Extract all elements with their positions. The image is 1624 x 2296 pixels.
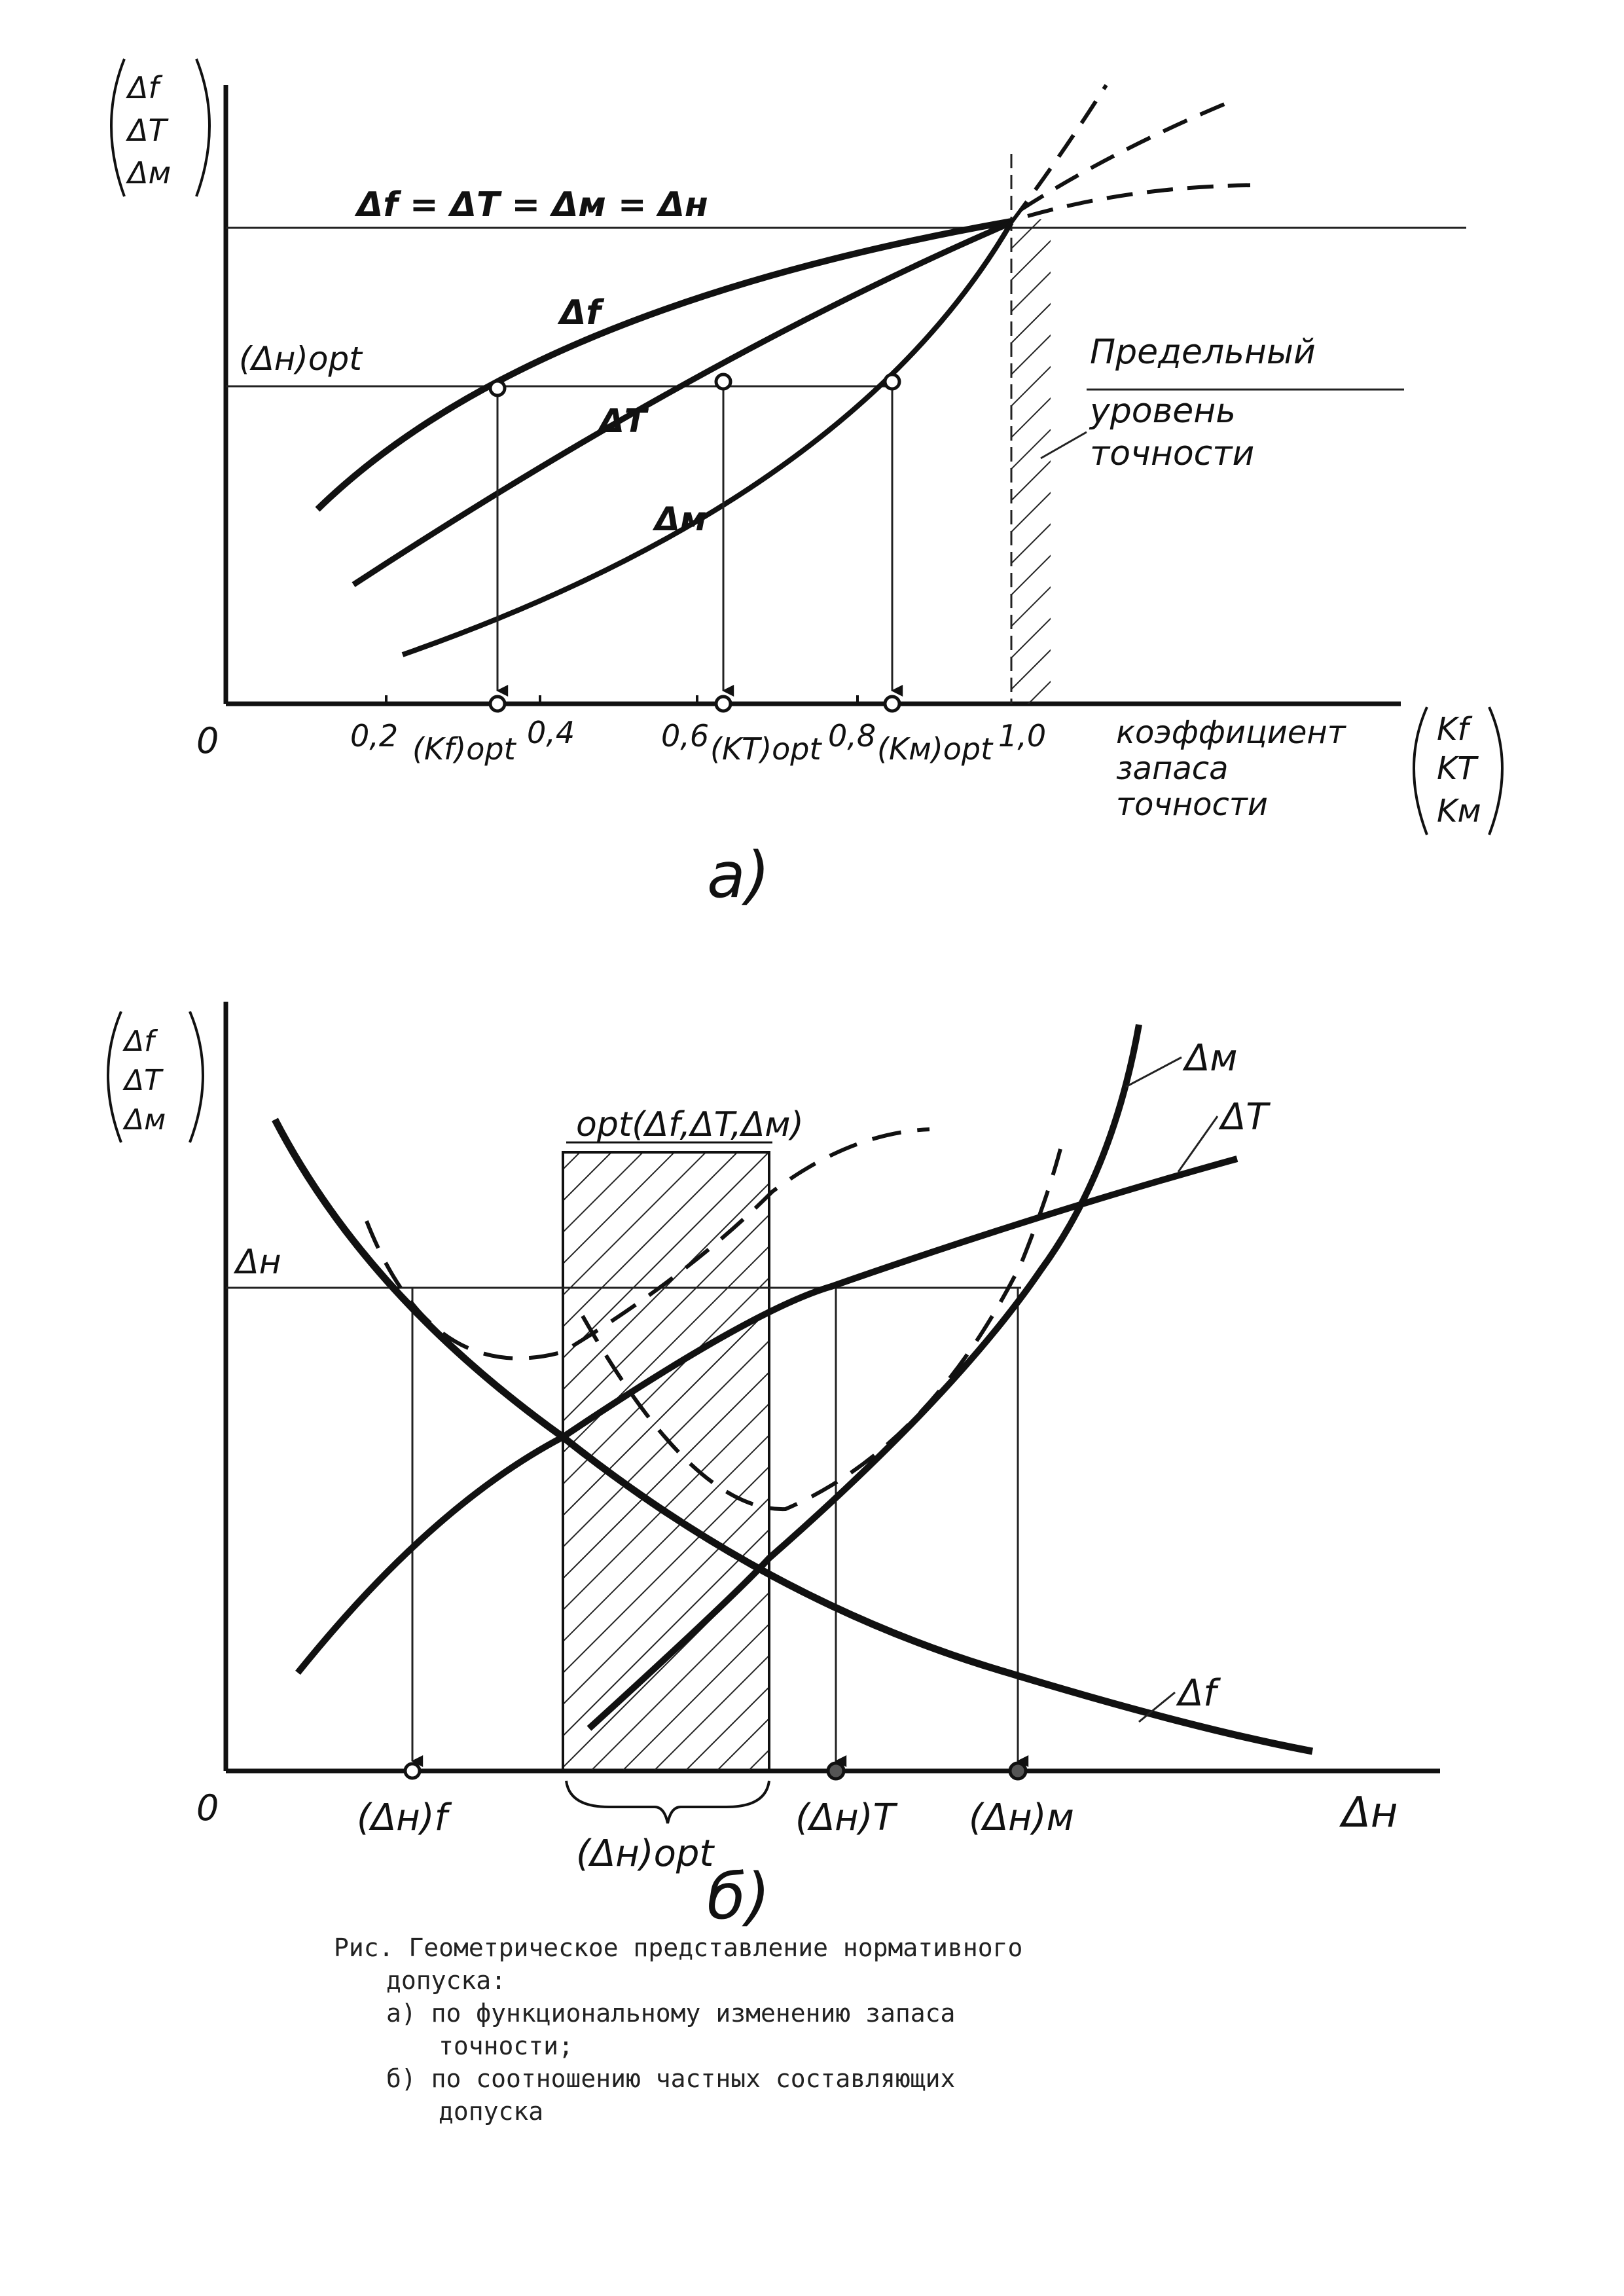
panel-a-origin: 0: [196, 720, 219, 761]
panel-a-curve-f-label: Δf: [557, 293, 605, 333]
caption-item-b-2: допуска: [439, 2097, 544, 2126]
panel-a-foot-m: [883, 695, 901, 713]
panel-a-x-paren-left: [1413, 706, 1428, 835]
panel-b-opt-band-border: [562, 1151, 770, 1772]
panel-b-y-label-m: Δм: [122, 1103, 166, 1137]
panel-a-x-label-2: запаса: [1116, 750, 1229, 787]
panel-a-limit-label-1: Предельный: [1090, 333, 1316, 372]
panel-b-foot-t: [826, 1761, 846, 1781]
panel-a-tick-km: (Kм)opt: [877, 731, 994, 767]
panel-b-foot-m: [1008, 1761, 1028, 1781]
panel-b-level-label: Δн: [233, 1243, 281, 1282]
panel-a-point-m: [883, 373, 901, 391]
panel-a-tick-02: 0,2: [350, 718, 398, 754]
panel-b-curve-m: [586, 1024, 1142, 1731]
panel-a-tick-06: 0,6: [661, 718, 709, 754]
panel-b-curve-f: [272, 1118, 1314, 1755]
panel-a-curve-f: [315, 218, 1012, 512]
panel-b-tick-hm: (Δн)м: [969, 1796, 1074, 1839]
panel-a-foot-t: [714, 695, 732, 713]
panel-a-x-label-1: коэффициент: [1116, 714, 1347, 751]
panel-a-x-var-f: Kf: [1437, 711, 1472, 748]
panel-a-y-label-t: ΔT: [126, 113, 169, 148]
panel-a-tick-kt: (KT)opt: [710, 731, 822, 767]
panel-a: Δf ΔT Δм Δf = ΔT = Δм = Δн (Δн)opt Δf ΔT…: [110, 58, 1504, 912]
panel-a-opt-level-label: (Δн)opt: [239, 340, 363, 378]
panel-a-foot-f: [488, 695, 507, 713]
panel-b-curve-t-label: ΔT: [1218, 1096, 1271, 1139]
panel-b-curve-f-label: Δf: [1176, 1672, 1221, 1715]
panel-b-y-label-f: Δf: [122, 1025, 158, 1058]
panel-a-curve-t-label: ΔT: [596, 402, 649, 440]
panel-a-limit-hatch: [1011, 219, 1051, 704]
panel-b-curve-m-label: Δм: [1182, 1037, 1238, 1080]
caption-line-1: Рис. Геометрическое представление нормат…: [334, 1933, 1023, 1962]
panel-b-opt-brace: [565, 1780, 770, 1824]
panel-b-dashed-sum-1: [365, 1127, 930, 1360]
caption-item-a-2: точности;: [439, 2032, 573, 2060]
panel-a-y-label-f: Δf: [126, 70, 162, 105]
panel-a-x-var-t: KT: [1437, 750, 1479, 787]
caption-line-2: допуска:: [386, 1966, 507, 1995]
panel-a-equality-label: Δf = ΔT = Δм = Δн: [354, 185, 708, 225]
panel-b-tick-opt: (Δн)opt: [576, 1832, 715, 1875]
panel-a-y-paren-right: [195, 58, 211, 197]
panel-b-foot-f: [403, 1762, 422, 1780]
panel-a-limit-pointer: [1040, 431, 1087, 460]
panel-a-tick-kf: (Kf)opt: [412, 731, 517, 767]
panel-a-y-paren-left: [110, 58, 126, 197]
panel-a-y-label-m: Δм: [126, 155, 171, 191]
panel-a-curve-m: [401, 221, 1014, 657]
panel-b-curve-m-pointer: [1125, 1056, 1182, 1088]
caption-item-a-1: а) по функциональному изменению запаса: [386, 1999, 956, 2028]
figure-caption: Рис. Геометрическое представление нормат…: [334, 1931, 1447, 2128]
panel-a-letter: а): [707, 839, 770, 912]
panel-b-curve-t-pointer: [1177, 1116, 1219, 1173]
panel-a-curve-t: [352, 219, 1013, 587]
panel-a-x-paren-right: [1488, 706, 1504, 835]
panel-a-x-label-3: точности: [1116, 786, 1268, 823]
panel-a-tick-10: 1,0: [998, 718, 1046, 754]
panel-a-point-f: [488, 379, 507, 397]
panel-a-x-var-m: Kм: [1437, 793, 1481, 829]
panel-b-tick-ht: (Δн)T: [795, 1796, 898, 1839]
panel-b-curve-t: [295, 1156, 1238, 1675]
panel-b-y-paren-right: [189, 1011, 204, 1143]
panel-a-point-t: [714, 373, 732, 391]
panel-b-curve-f-pointer: [1138, 1691, 1176, 1723]
panel-a-curve-m-label: Δм: [652, 500, 707, 538]
panel-b-y-label-t: ΔT: [122, 1064, 164, 1097]
panel-b-letter: б): [707, 1860, 770, 1933]
panel-b-x-label: Δн: [1339, 1789, 1398, 1837]
panel-b-y-paren-left: [107, 1011, 122, 1143]
panel-a-extrapolation-f: [1027, 183, 1251, 218]
panel-a-limit-label-2: уровень: [1089, 392, 1236, 431]
panel-a-tick-04: 0,4: [527, 715, 575, 750]
panel-b-origin: 0: [196, 1787, 219, 1829]
panel-b-opt-band-label: opt(Δf,ΔT,Δм): [576, 1105, 804, 1144]
panel-b-tick-hf: (Δн)f: [357, 1796, 452, 1839]
panel-b: Δf ΔT Δм opt(Δf,ΔT,Δм) Δн Δм ΔT Δf 0 (Δн…: [107, 1002, 1440, 1933]
panel-a-tick-08: 0,8: [828, 718, 876, 754]
caption-item-b-1: б) по соотношению частных составляющих: [386, 2064, 956, 2093]
panel-a-limit-label-3: точности: [1090, 434, 1254, 473]
